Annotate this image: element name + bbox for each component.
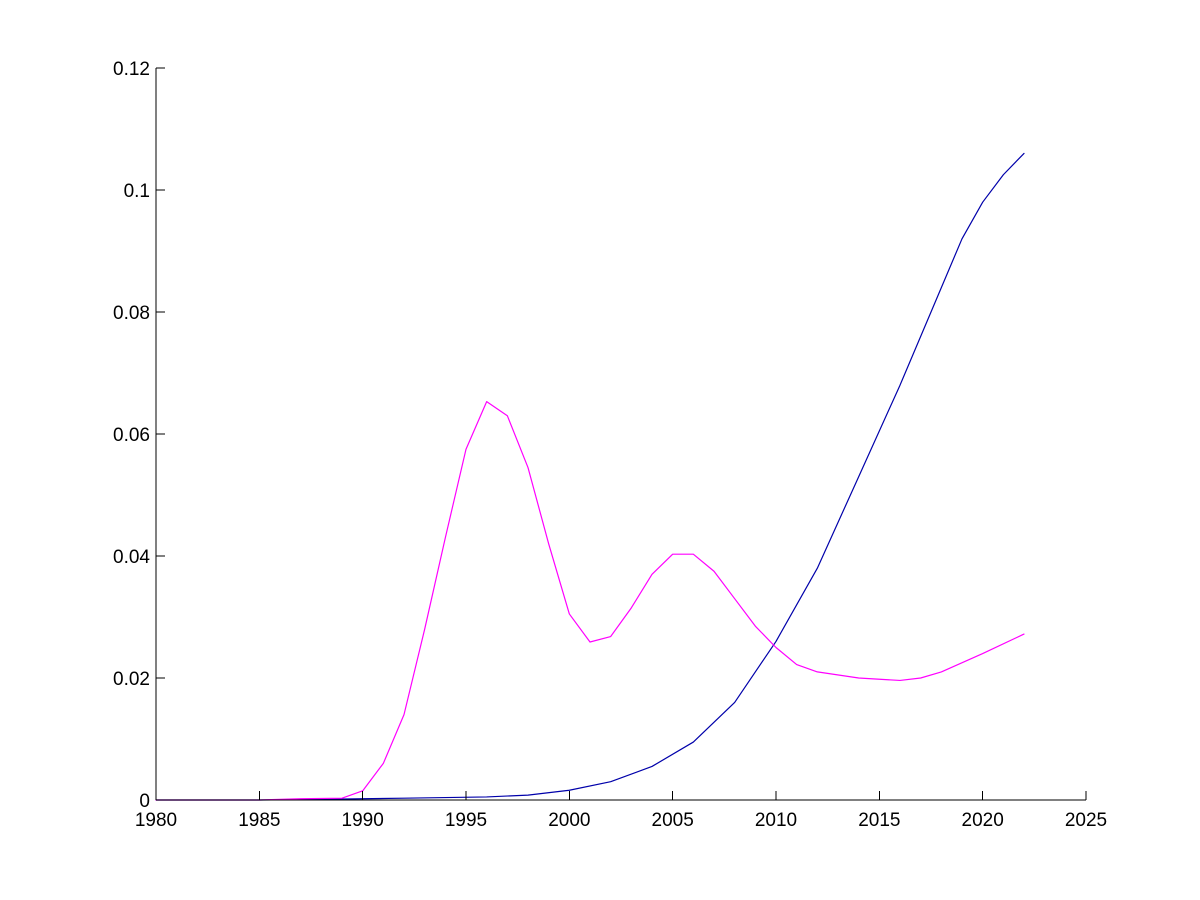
x-tick-label: 2000 — [548, 810, 590, 831]
y-tick-label: 0 — [139, 791, 150, 812]
x-tick-label: 1980 — [135, 810, 177, 831]
series-line-1 — [155, 152, 1025, 801]
series-line-2 — [155, 401, 1025, 801]
x-tick-label: 2020 — [962, 810, 1004, 831]
y-tick-label: 0.06 — [113, 425, 150, 446]
y-tick-label: 0.1 — [124, 181, 150, 202]
series-layer — [155, 152, 1025, 801]
y-tick-label: 0.08 — [113, 303, 150, 324]
y-tick-label: 0.04 — [113, 547, 150, 568]
y-tick-label: 0.12 — [113, 59, 150, 80]
axes — [155, 68, 1086, 801]
x-tick-label: 1985 — [238, 810, 280, 831]
x-tick-label: 1990 — [342, 810, 384, 831]
x-tick-label: 2010 — [755, 810, 797, 831]
x-tick-label: 2005 — [652, 810, 694, 831]
x-axis-ticks: 1980 1985 1990 1995 2000 2005 2010 2015 2020 2025 — [135, 791, 1107, 831]
x-tick-label: 2025 — [1065, 810, 1107, 831]
x-tick-label: 2015 — [858, 810, 900, 831]
y-axis-ticks: 0 0.02 0.04 0.06 0.08 0.1 0.12 — [113, 59, 165, 812]
x-tick-label: 1995 — [445, 810, 487, 831]
y-tick-label: 0.02 — [113, 669, 150, 690]
